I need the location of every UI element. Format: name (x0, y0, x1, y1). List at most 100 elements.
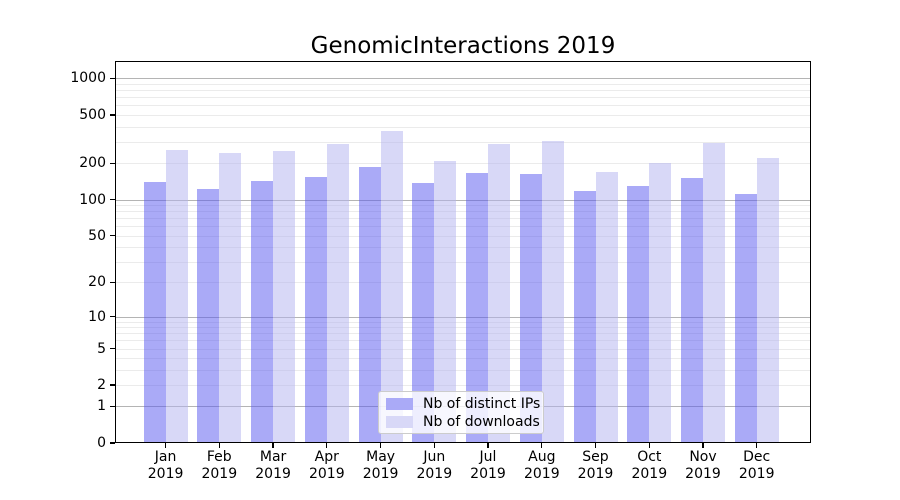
y-gridline-200 (115, 163, 811, 165)
legend-item-distinct-ips: Nb of distinct IPs (386, 396, 543, 412)
y-tick-label-2: 2 (97, 377, 106, 393)
y-gridline-1000 (115, 78, 811, 80)
bar-layer (115, 61, 811, 443)
bar-downloads-jun (434, 160, 457, 443)
x-tick-label-month: Apr (314, 449, 339, 465)
x-tick-label-month: Jan (154, 449, 177, 465)
x-tick-label-year: 2019 (577, 465, 614, 482)
y-tick-label-50: 50 (88, 227, 106, 244)
y-gridline-20 (115, 282, 811, 284)
y-gridline-900 (115, 84, 811, 85)
bar-downloads-may (380, 130, 403, 443)
y-gridline-4 (115, 358, 811, 360)
y-gridline-60 (115, 226, 811, 228)
x-tick-label-oct: Oct 2019 (614, 449, 684, 482)
x-tick-label-jul: Jul 2019 (453, 449, 523, 482)
y-tick-50 (110, 234, 115, 237)
x-tick-label-year: 2019 (470, 465, 506, 482)
y-tick-label-5: 5 (97, 340, 106, 357)
x-tick-label-year: 2019 (523, 465, 560, 482)
bar-downloads-apr (326, 144, 349, 443)
x-tick-label-year: 2019 (308, 465, 345, 482)
y-gridline-700 (115, 97, 811, 99)
bar-downloads-nov (703, 142, 725, 443)
x-tick-label-month: Dec (743, 449, 771, 465)
y-gridline-90 (115, 205, 811, 206)
x-tick-label-year: 2019 (201, 465, 238, 482)
bar-downloads-oct (649, 162, 672, 443)
bar-distinct-ips-mar (251, 181, 274, 443)
x-tick-label-year: 2019 (255, 465, 291, 482)
bar-distinct-ips-feb (197, 188, 220, 443)
x-tick-label-apr: Apr 2019 (292, 449, 362, 482)
x-tick-label-month: Feb (206, 449, 232, 465)
legend-swatch-distinct-ips (386, 397, 413, 410)
y-gridline-100 (115, 199, 811, 201)
x-tick-label-month: Sep (582, 449, 609, 465)
x-tick-label-month: May (366, 449, 396, 465)
bar-distinct-ips-aug (519, 173, 542, 443)
y-tick-label-10: 10 (88, 308, 106, 325)
y-tick-10 (110, 315, 115, 318)
grid-layer (115, 61, 811, 443)
x-tick-aug (541, 443, 543, 448)
x-tick-label-feb: Feb 2019 (184, 449, 254, 482)
x-tick-label-month: Aug (528, 449, 556, 465)
chart-title: GenomicInteractions 2019 (310, 33, 616, 59)
x-tick-sep (594, 443, 597, 448)
bar-downloads-jul (488, 144, 510, 443)
x-tick-label-jun: Jun 2019 (399, 449, 469, 482)
bar-distinct-ips-oct (627, 186, 650, 443)
y-tick-label-0: 0 (97, 435, 106, 451)
x-tick-jun (433, 443, 435, 448)
y-tick-2 (110, 384, 115, 386)
y-gridline-50 (115, 235, 811, 237)
x-tick-label-year: 2019 (416, 465, 453, 482)
y-gridline-40 (115, 247, 811, 248)
y-gridline-80 (115, 211, 811, 213)
x-tick-label-sep: Sep 2019 (561, 449, 631, 482)
bar-distinct-ips-jan (143, 181, 166, 443)
y-gridline-6 (115, 340, 811, 342)
y-tick-1 (110, 405, 115, 408)
y-tick-label-100: 100 (79, 191, 106, 208)
x-tick-label-dec: Dec 2019 (722, 449, 792, 482)
x-tick-label-year: 2019 (631, 465, 668, 482)
y-gridline-300 (115, 141, 811, 143)
x-tick-label-year: 2019 (147, 465, 184, 482)
x-tick-apr (326, 443, 328, 448)
y-gridline-500 (115, 115, 811, 116)
x-tick-jul (487, 443, 489, 448)
y-tick-label-1000: 1000 (70, 70, 106, 87)
bar-distinct-ips-may (358, 166, 381, 443)
x-tick-feb (218, 443, 220, 448)
bar-downloads-mar (273, 151, 296, 443)
y-tick-20 (110, 281, 115, 284)
y-gridline-70 (115, 218, 811, 220)
y-gridline-10 (115, 316, 811, 318)
x-tick-label-year: 2019 (738, 465, 775, 482)
x-tick-label-month: Oct (637, 449, 662, 465)
bar-distinct-ips-sep (573, 191, 596, 443)
bar-distinct-ips-dec (734, 194, 757, 443)
x-tick-label-month: Jul (479, 449, 497, 465)
bar-distinct-ips-jul (466, 172, 488, 443)
y-gridline-600 (115, 105, 811, 107)
legend-label-downloads: Nb of downloads (423, 413, 540, 430)
x-tick-may (379, 443, 382, 448)
legend: Nb of distinct IPs Nb of downloads (378, 391, 544, 434)
x-tick-jan (164, 443, 167, 448)
x-tick-oct (648, 443, 650, 448)
x-tick-label-month: Mar (259, 449, 287, 465)
y-gridline-400 (115, 126, 811, 128)
y-tick-label-20: 20 (88, 274, 106, 291)
legend-item-downloads: Nb of downloads (386, 414, 543, 430)
x-tick-mar (272, 443, 274, 448)
y-tick-200 (110, 162, 115, 164)
bar-distinct-ips-apr (304, 176, 327, 443)
bar-distinct-ips-jun (412, 182, 435, 443)
x-tick-label-aug: Aug 2019 (507, 449, 577, 482)
y-gridline-2 (115, 385, 811, 386)
legend-label-distinct-ips: Nb of distinct IPs (423, 395, 541, 412)
